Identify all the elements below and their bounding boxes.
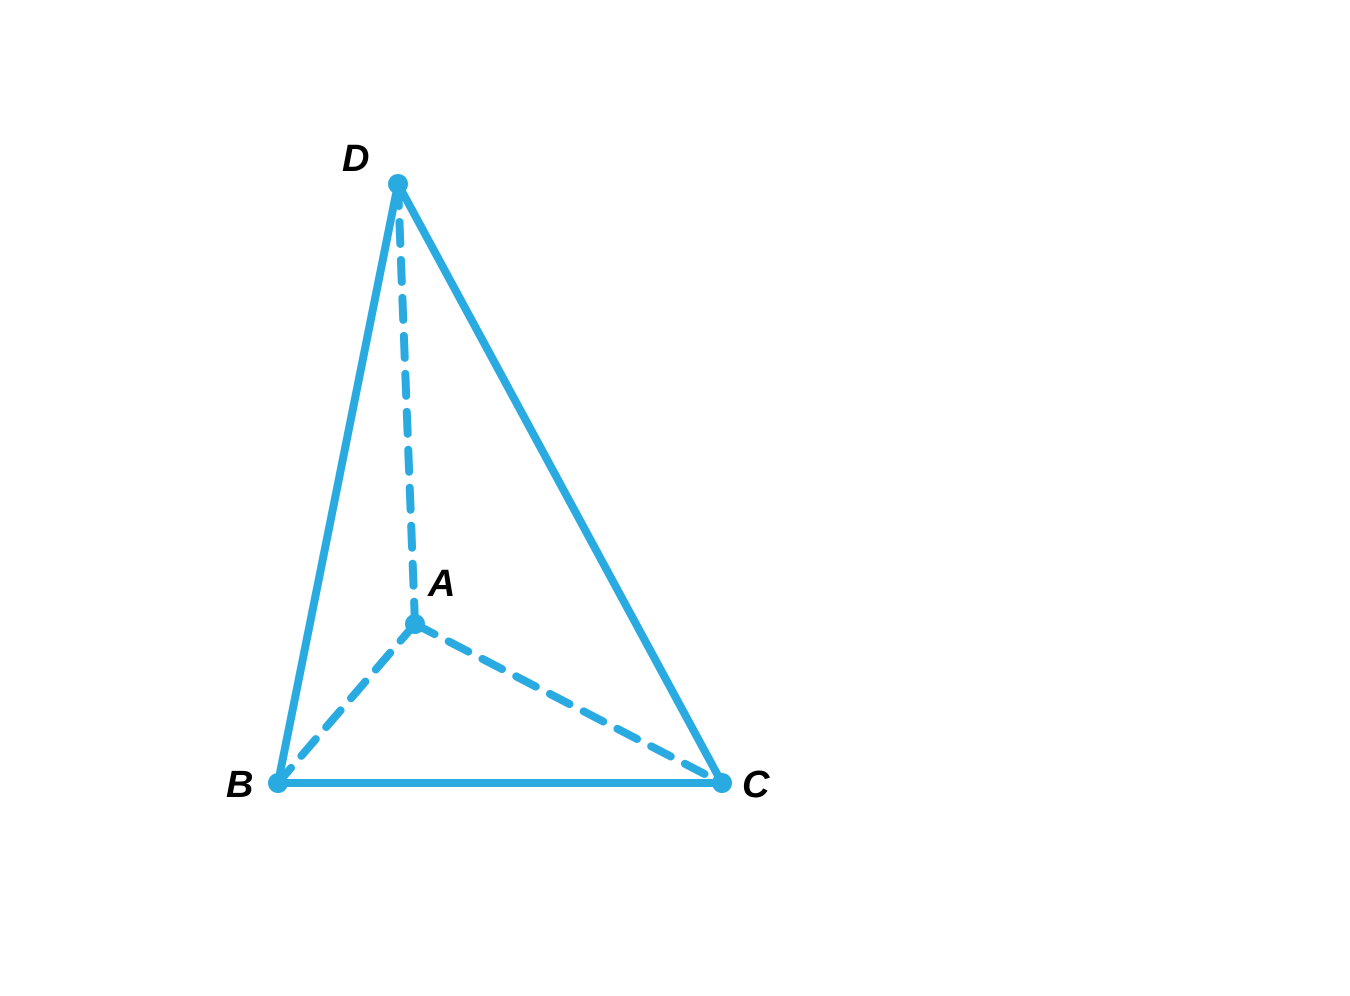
edge-D-A: [398, 184, 415, 624]
vertex-label-D: D: [342, 138, 369, 181]
vertex-label-C: C: [742, 764, 769, 807]
vertex-A: [405, 614, 425, 634]
vertex-D: [388, 174, 408, 194]
vertex-label-A: A: [428, 563, 455, 606]
vertex-C: [712, 773, 732, 793]
vertex-B: [268, 773, 288, 793]
edge-D-B: [278, 184, 398, 783]
tetrahedron-diagram: [0, 0, 1350, 996]
edge-D-C: [398, 184, 722, 783]
edge-A-B: [278, 624, 415, 783]
vertex-label-B: B: [226, 764, 253, 807]
